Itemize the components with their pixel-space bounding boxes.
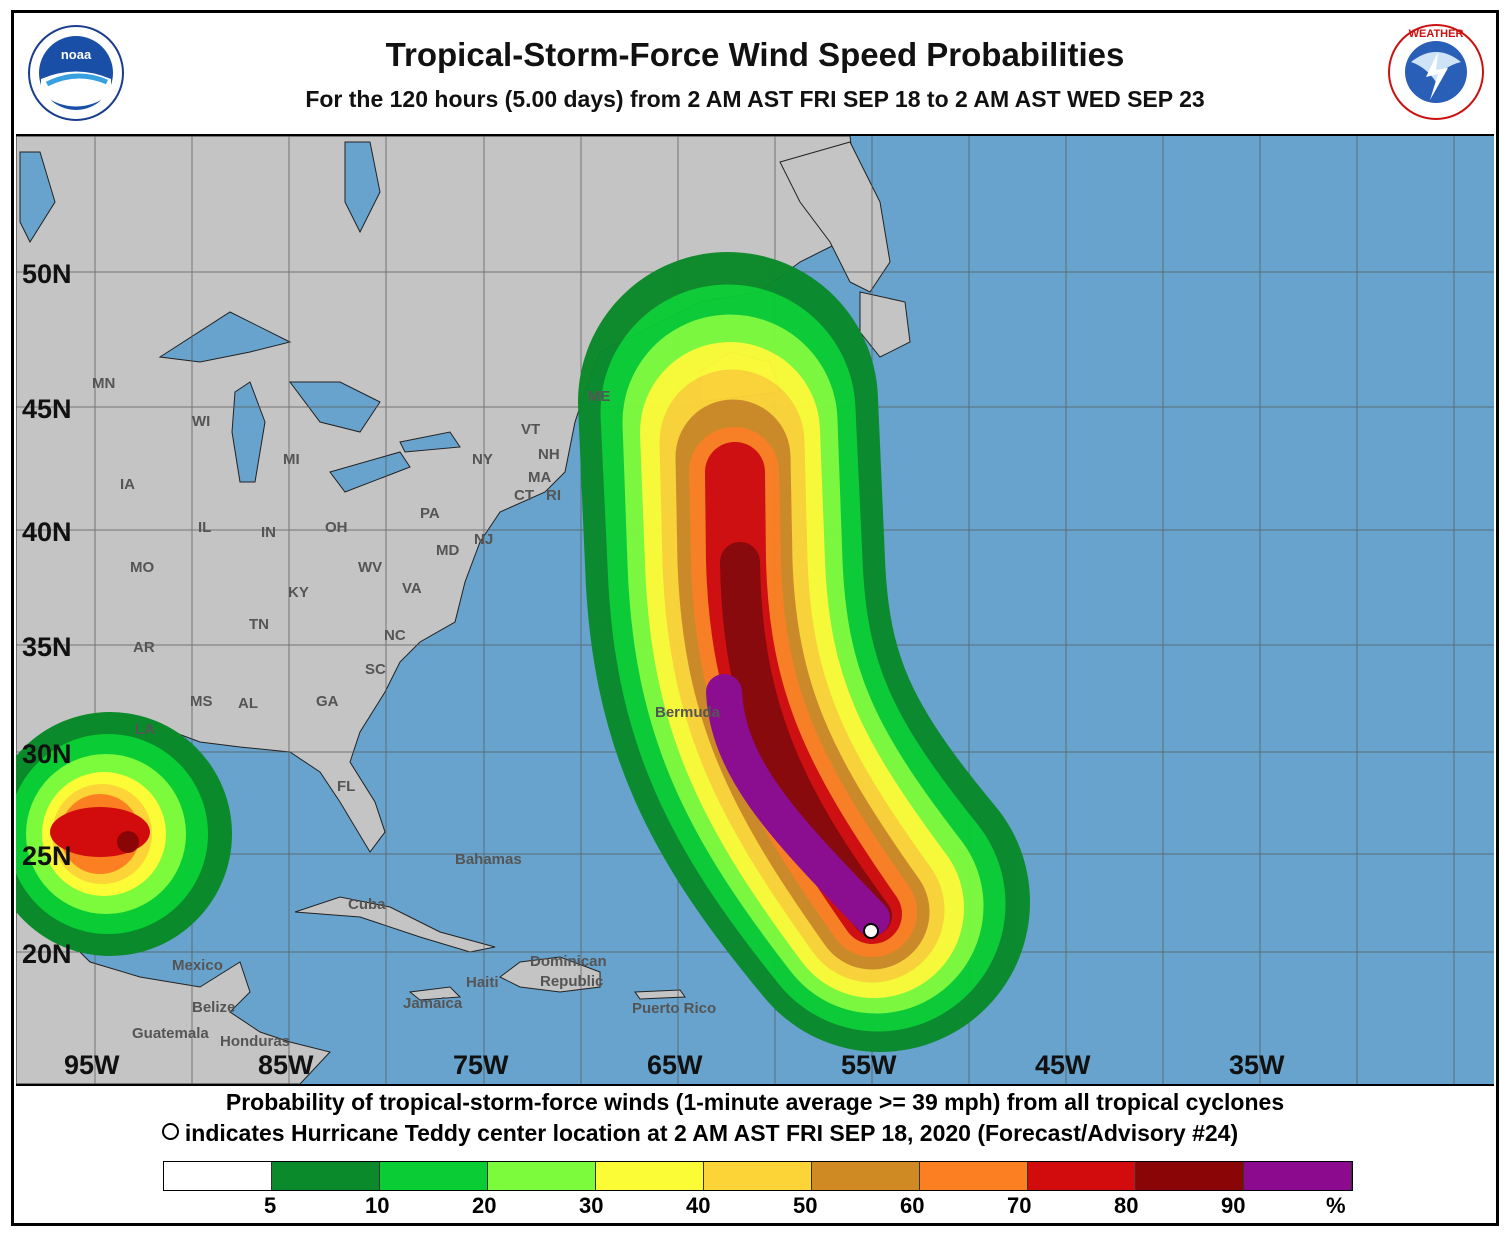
svg-text:noaa: noaa [61, 47, 92, 62]
legend-swatch [596, 1162, 704, 1190]
state-label: PA [420, 505, 440, 522]
probability-map: 50N 45N 40N 35N 30N 25N 20N 95W 85W 75W … [16, 134, 1494, 1086]
state-label: GA [316, 693, 339, 710]
lat-label: 45N [22, 394, 72, 424]
svg-text:WEATHER: WEATHER [1409, 28, 1464, 40]
legend-swatch [488, 1162, 596, 1190]
legend-swatch [1244, 1162, 1352, 1190]
state-label: LA [135, 721, 155, 738]
state-label: OH [325, 519, 348, 536]
state-label: NH [538, 446, 560, 463]
place-label: Guatemala [132, 1025, 209, 1042]
nws-logo: WEATHER [1388, 24, 1484, 120]
state-label: NC [384, 627, 406, 644]
state-label: MA [528, 469, 551, 486]
legend-swatch [1028, 1162, 1136, 1190]
state-label: FL [337, 778, 355, 795]
state-label: NY [472, 451, 493, 468]
state-label: IN [261, 524, 276, 541]
noaa-logo: noaa [28, 25, 124, 121]
lon-label: 45W [1035, 1050, 1091, 1080]
place-label: Haiti [466, 974, 499, 991]
state-label: VT [521, 421, 540, 438]
lon-label: 35W [1229, 1050, 1285, 1080]
legend-swatch [704, 1162, 812, 1190]
state-label: RI [546, 487, 561, 504]
place-label: Bahamas [455, 851, 522, 868]
place-label: Mexico [172, 957, 223, 974]
state-label: NJ [474, 531, 493, 548]
state-label: MO [130, 559, 154, 576]
page-subtitle: For the 120 hours (5.00 days) from 2 AM … [305, 86, 1205, 112]
legend-swatch [1136, 1162, 1244, 1190]
hollow-circle-icon [161, 1123, 179, 1140]
lon-label: 85W [258, 1050, 314, 1080]
legend-tick-label: 70 [1007, 1193, 1032, 1218]
state-label: SC [365, 661, 386, 678]
gulf-probability-area [16, 712, 232, 956]
legend-unit: % [1326, 1193, 1346, 1218]
state-label: IL [198, 519, 211, 536]
lat-label: 30N [22, 739, 72, 769]
state-label: WV [358, 559, 382, 576]
legend-tick-label: 30 [579, 1193, 604, 1218]
legend-tick-label: 80 [1114, 1193, 1139, 1218]
state-label: CT [514, 487, 534, 504]
legend-tick-label: 60 [900, 1193, 925, 1218]
state-label: KY [288, 584, 309, 601]
place-label: Republic [540, 973, 603, 990]
state-label: AL [238, 695, 258, 712]
legend-tick-label: 40 [686, 1193, 711, 1218]
lat-label: 25N [22, 841, 72, 871]
lon-label: 55W [841, 1050, 897, 1080]
legend-swatch [812, 1162, 920, 1190]
legend-tick-label: 50 [793, 1193, 818, 1218]
legend-tick-label: 10 [365, 1193, 390, 1218]
legend-tick-label: 90 [1221, 1193, 1246, 1218]
footer-description: Probability of tropical-storm-force wind… [225, 1089, 1285, 1115]
place-label: Bermuda [655, 704, 721, 721]
state-label: ME [588, 388, 611, 405]
lon-label: 95W [64, 1050, 120, 1080]
lat-label: 50N [22, 259, 72, 289]
state-label: MD [436, 542, 459, 559]
place-label: Jamaica [403, 995, 463, 1012]
legend-swatch [272, 1162, 380, 1190]
legend-swatch [164, 1162, 272, 1190]
lat-label: 20N [22, 939, 72, 969]
page-title: Tropical-Storm-Force Wind Speed Probabil… [385, 36, 1125, 73]
band-90 [706, 674, 890, 936]
state-label: MS [190, 693, 213, 710]
teddy-probability-swath [578, 252, 1030, 1052]
legend-tick-label: 5 [264, 1193, 277, 1218]
lat-label: 35N [22, 632, 72, 662]
place-label: Belize [192, 999, 235, 1016]
state-label: WI [192, 413, 210, 430]
state-label: IA [120, 476, 135, 493]
legend-swatch [920, 1162, 1028, 1190]
legend-tick-label: 20 [472, 1193, 497, 1218]
place-label: Puerto Rico [632, 1000, 716, 1017]
state-label: AR [133, 639, 155, 656]
lat-label: 40N [22, 517, 72, 547]
state-label: VA [402, 580, 422, 597]
state-label: MI [283, 451, 300, 468]
color-legend [163, 1161, 1353, 1191]
legend-swatch [380, 1162, 488, 1190]
state-label: TN [249, 616, 269, 633]
lon-label: 75W [453, 1050, 509, 1080]
place-label: Honduras [220, 1033, 290, 1050]
state-label: MN [92, 375, 115, 392]
place-label: Cuba [348, 896, 386, 913]
hollow-circle-icon [863, 923, 879, 939]
storm-note-text: indicates Hurricane Teddy center locatio… [184, 1120, 1239, 1146]
lon-label: 65W [647, 1050, 703, 1080]
place-label: Dominican [530, 953, 607, 970]
footer-storm-note: indicates Hurricane Teddy center locatio… [0, 1120, 1400, 1147]
